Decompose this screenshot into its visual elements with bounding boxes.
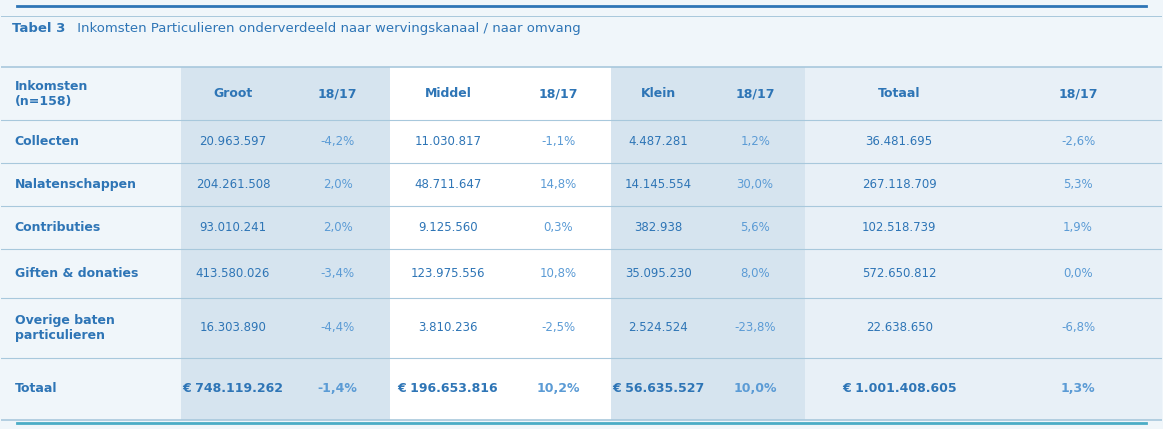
Text: 267.118.709: 267.118.709 xyxy=(862,178,936,191)
Text: Inkomsten
(n=158): Inkomsten (n=158) xyxy=(15,80,88,108)
Text: 382.938: 382.938 xyxy=(634,221,683,234)
Text: 18/17: 18/17 xyxy=(1058,87,1098,100)
Text: 10,8%: 10,8% xyxy=(540,267,577,280)
Text: € 748.119.262: € 748.119.262 xyxy=(183,382,284,395)
Text: 5,6%: 5,6% xyxy=(741,221,770,234)
Text: Nalatenschappen: Nalatenschappen xyxy=(15,178,136,191)
Bar xyxy=(285,67,390,420)
Text: Collecten: Collecten xyxy=(15,135,79,148)
Text: 36.481.695: 36.481.695 xyxy=(865,135,933,148)
Text: 14.145.554: 14.145.554 xyxy=(625,178,692,191)
Text: Totaal: Totaal xyxy=(15,382,57,395)
Text: 20.963.597: 20.963.597 xyxy=(199,135,266,148)
Bar xyxy=(611,67,706,420)
Text: -2,6%: -2,6% xyxy=(1061,135,1096,148)
Text: 8,0%: 8,0% xyxy=(741,267,770,280)
Text: 2.524.524: 2.524.524 xyxy=(628,321,688,334)
Text: 16.303.890: 16.303.890 xyxy=(200,321,266,334)
Text: -3,4%: -3,4% xyxy=(321,267,355,280)
Bar xyxy=(805,67,994,420)
Bar xyxy=(506,67,611,420)
Text: 2,0%: 2,0% xyxy=(322,178,352,191)
Bar xyxy=(390,67,506,420)
Text: 22.638.650: 22.638.650 xyxy=(865,321,933,334)
Text: 10,0%: 10,0% xyxy=(734,382,777,395)
Text: 35.095.230: 35.095.230 xyxy=(625,267,692,280)
Text: 2,0%: 2,0% xyxy=(322,221,352,234)
Text: 3.810.236: 3.810.236 xyxy=(419,321,478,334)
Text: -4,4%: -4,4% xyxy=(321,321,355,334)
Text: -4,2%: -4,2% xyxy=(321,135,355,148)
Text: 9.125.560: 9.125.560 xyxy=(419,221,478,234)
Text: -1,1%: -1,1% xyxy=(541,135,576,148)
Text: 102.518.739: 102.518.739 xyxy=(862,221,936,234)
Text: 0,3%: 0,3% xyxy=(543,221,573,234)
Text: -6,8%: -6,8% xyxy=(1061,321,1096,334)
Text: Totaal: Totaal xyxy=(878,87,920,100)
Text: 14,8%: 14,8% xyxy=(540,178,577,191)
Text: -2,5%: -2,5% xyxy=(541,321,576,334)
Text: -1,4%: -1,4% xyxy=(317,382,357,395)
Text: 5,3%: 5,3% xyxy=(1063,178,1093,191)
Text: Klein: Klein xyxy=(641,87,676,100)
Text: Contributies: Contributies xyxy=(15,221,101,234)
Text: 10,2%: 10,2% xyxy=(536,382,580,395)
Text: 123.975.556: 123.975.556 xyxy=(411,267,485,280)
Text: € 56.635.527: € 56.635.527 xyxy=(612,382,705,395)
Text: 1,9%: 1,9% xyxy=(1063,221,1093,234)
Bar xyxy=(180,67,285,420)
Text: 11.030.817: 11.030.817 xyxy=(414,135,481,148)
Text: 572.650.812: 572.650.812 xyxy=(862,267,936,280)
Text: 18/17: 18/17 xyxy=(538,87,578,100)
Text: Groot: Groot xyxy=(213,87,252,100)
Text: 1,3%: 1,3% xyxy=(1061,382,1096,395)
Text: € 196.653.816: € 196.653.816 xyxy=(398,382,498,395)
Bar xyxy=(706,67,805,420)
Text: 30,0%: 30,0% xyxy=(736,178,773,191)
Text: Overige baten
particulieren: Overige baten particulieren xyxy=(15,314,114,342)
Text: -23,8%: -23,8% xyxy=(734,321,776,334)
Bar xyxy=(994,67,1162,420)
Text: 93.010.241: 93.010.241 xyxy=(199,221,266,234)
Text: Inkomsten Particulieren onderverdeeld naar wervingskanaal / naar omvang: Inkomsten Particulieren onderverdeeld na… xyxy=(73,22,580,35)
Text: 4.487.281: 4.487.281 xyxy=(628,135,688,148)
Text: 18/17: 18/17 xyxy=(317,87,357,100)
Text: Giften & donaties: Giften & donaties xyxy=(15,267,138,280)
Text: € 1.001.408.605: € 1.001.408.605 xyxy=(842,382,956,395)
Text: 204.261.508: 204.261.508 xyxy=(195,178,270,191)
Text: 1,2%: 1,2% xyxy=(740,135,770,148)
Text: Tabel 3: Tabel 3 xyxy=(13,22,65,35)
Text: 48.711.647: 48.711.647 xyxy=(414,178,481,191)
Text: 413.580.026: 413.580.026 xyxy=(195,267,270,280)
Text: Middel: Middel xyxy=(424,87,471,100)
Text: 18/17: 18/17 xyxy=(735,87,775,100)
Text: 0,0%: 0,0% xyxy=(1063,267,1093,280)
